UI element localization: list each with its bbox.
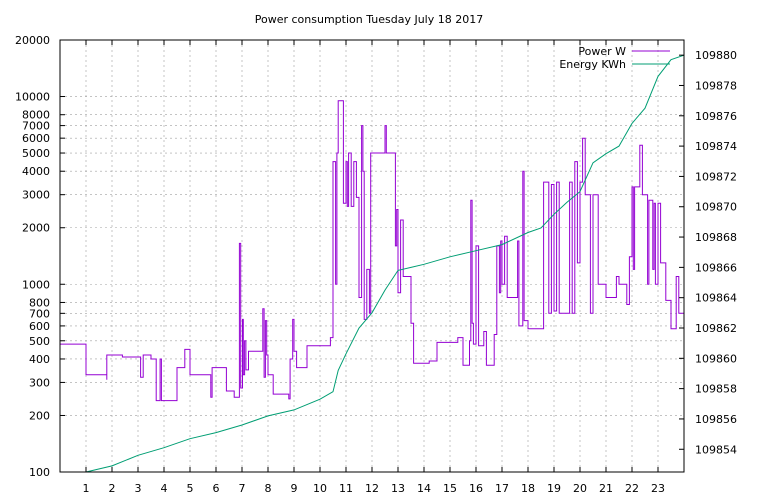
y-left-tick-label: 4000 [22, 165, 50, 178]
y-right-tick-label: 109880 [695, 49, 737, 62]
y-right-tick-label: 109860 [695, 352, 737, 365]
y-right-tick-label: 109878 [695, 79, 737, 92]
x-tick-label: 5 [187, 482, 194, 495]
y-right-tick-label: 109866 [695, 261, 737, 274]
y-left-tick-label: 10000 [15, 91, 50, 104]
y-right-tick-label: 109876 [695, 110, 737, 123]
x-tick-label: 1 [83, 482, 90, 495]
y-right-tick-label: 109856 [695, 413, 737, 426]
y-left-tick-label: 7000 [22, 120, 50, 133]
y-left-tick-label: 1000 [22, 278, 50, 291]
y-right-tick-label: 109870 [695, 201, 737, 214]
x-tick-label: 21 [599, 482, 613, 495]
y-left-tick-label: 2000 [22, 222, 50, 235]
x-tick-label: 23 [651, 482, 665, 495]
legend-label-power: Power W [578, 45, 626, 58]
y-left-tick-label: 100 [29, 466, 50, 479]
y-left-tick-label: 300 [29, 376, 50, 389]
x-tick-label: 16 [469, 482, 483, 495]
y-right-tick-label: 109858 [695, 383, 737, 396]
x-tick-label: 19 [547, 482, 561, 495]
y-left-tick-label: 3000 [22, 189, 50, 202]
y-left-tick-label: 600 [29, 320, 50, 333]
x-tick-label: 11 [339, 482, 353, 495]
x-tick-label: 17 [495, 482, 509, 495]
y-right-tick-label: 109864 [695, 292, 737, 305]
y-left-tick-label: 700 [29, 307, 50, 320]
x-tick-label: 2 [109, 482, 116, 495]
legend: Power W Energy KWh [559, 45, 670, 71]
x-tick-label: 3 [135, 482, 142, 495]
axis-ticks: 1 2 3 4 5 6 7 8 9 10 11 12 13 14 15 16 17 18 19 20 21 22 23100… [15, 34, 737, 495]
energy-series-line [85, 54, 685, 473]
y-left-tick-label: 5000 [22, 147, 50, 160]
y-left-tick-label: 200 [29, 409, 50, 422]
y-left-tick-label: 8000 [22, 109, 50, 122]
x-tick-label: 8 [265, 482, 272, 495]
y-right-tick-label: 109854 [695, 443, 737, 456]
x-tick-label: 4 [161, 482, 168, 495]
x-tick-label: 13 [391, 482, 405, 495]
chart-title: Power consumption Tuesday July 18 2017 [255, 13, 484, 26]
y-left-tick-label: 400 [29, 353, 50, 366]
power-series-line [60, 100, 684, 402]
x-tick-label: 10 [313, 482, 327, 495]
series-layer [60, 54, 685, 473]
y-left-tick-label: 500 [29, 335, 50, 348]
x-tick-label: 22 [625, 482, 639, 495]
x-tick-label: 12 [365, 482, 379, 495]
x-tick-label: 9 [291, 482, 298, 495]
y-left-tick-label: 20000 [15, 34, 50, 47]
x-tick-label: 20 [573, 482, 587, 495]
y-left-tick-label: 6000 [22, 132, 50, 145]
y-right-tick-label: 109872 [695, 170, 737, 183]
x-tick-label: 14 [417, 482, 431, 495]
legend-label-energy: Energy KWh [559, 58, 626, 71]
y-right-tick-label: 109874 [695, 140, 737, 153]
x-tick-label: 15 [443, 482, 457, 495]
y-right-tick-label: 109862 [695, 322, 737, 335]
y-left-tick-label: 800 [29, 296, 50, 309]
y-right-tick-label: 109868 [695, 231, 737, 244]
x-tick-label: 18 [521, 482, 535, 495]
x-tick-label: 6 [213, 482, 220, 495]
x-tick-label: 7 [239, 482, 246, 495]
